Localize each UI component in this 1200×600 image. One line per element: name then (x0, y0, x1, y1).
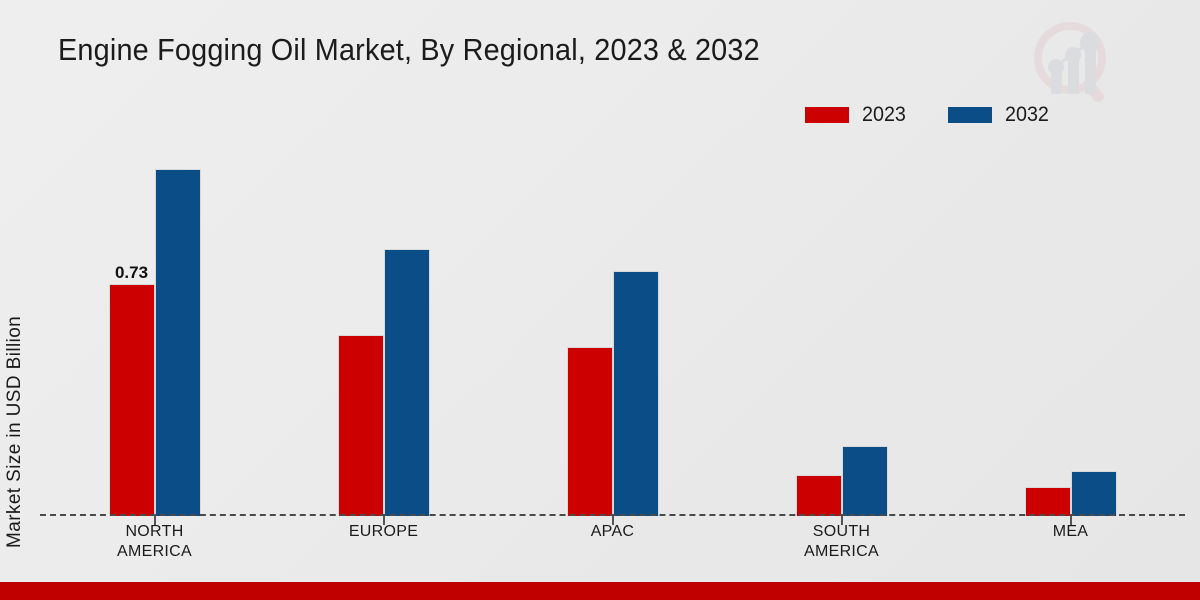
watermark-logo-icon (1022, 16, 1122, 108)
bar-2023-south-america[interactable] (795, 474, 842, 516)
legend-swatch-2032-icon (948, 107, 993, 123)
x-axis-label-apac: APAC (498, 522, 727, 562)
axis-tick-south-america (840, 516, 843, 525)
x-axis-label-north-america-line1: NORTH (125, 523, 184, 540)
x-axis-label-north-america: NORTH AMERICA (40, 522, 269, 562)
bar-value-label-north-america-2023: 0.73 (114, 262, 149, 282)
bar-2023-europe[interactable] (337, 334, 384, 516)
bar-group-north-america: 0.73 (40, 150, 269, 525)
x-axis-label-north-america-line2: AMERICA (117, 543, 192, 560)
bar-2023-mea[interactable] (1024, 487, 1071, 516)
axis-tick-europe (382, 516, 385, 525)
y-axis-title: Market Size in USD Billion (4, 315, 25, 548)
x-axis-label-south-america-line1: SOUTH (812, 523, 871, 540)
axis-tick-apac (611, 516, 614, 525)
bar-2032-europe[interactable] (383, 248, 430, 516)
x-axis-label-mea: MEA (956, 522, 1185, 562)
plot-area: 0.73 (40, 150, 1185, 525)
bar-groups: 0.73 (40, 150, 1185, 525)
footer-accent-bar (0, 582, 1200, 600)
legend-label-2023: 2023 (861, 103, 906, 126)
x-axis-label-europe: EUROPE (269, 522, 498, 562)
bar-group-apac (498, 150, 727, 525)
x-axis-label-europe-line1: EUROPE (348, 523, 419, 540)
bar-2023-north-america[interactable]: 0.73 (108, 263, 155, 516)
bar-2032-north-america[interactable] (154, 169, 201, 516)
legend-label-2032: 2032 (1005, 103, 1050, 126)
bar-2032-south-america[interactable] (841, 445, 888, 516)
chart-legend: 2023 2032 (804, 103, 1052, 127)
x-axis-label-south-america-line2: AMERICA (804, 543, 879, 560)
x-axis-label-mea-line1: MEA (1052, 523, 1089, 540)
bar-2032-mea[interactable] (1070, 471, 1117, 516)
axis-tick-north-america (153, 516, 156, 525)
x-axis-label-south-america: SOUTH AMERICA (727, 522, 956, 562)
bar-2032-apac[interactable] (612, 270, 659, 516)
legend-item-2032[interactable]: 2032 (948, 103, 1052, 127)
bar-group-europe (269, 150, 498, 525)
bar-2023-apac[interactable] (566, 347, 613, 516)
x-axis-label-apac-line1: APAC (590, 523, 635, 540)
legend-item-2023[interactable]: 2023 (804, 103, 909, 127)
axis-tick-mea (1069, 516, 1072, 525)
chart-title: Engine Fogging Oil Market, By Regional, … (58, 32, 760, 67)
bar-group-south-america (727, 150, 956, 525)
bar-group-mea (956, 150, 1185, 525)
x-axis-baseline (40, 514, 1185, 516)
x-axis-labels: NORTH AMERICA EUROPE APAC SOUTH AMERICA … (40, 522, 1185, 562)
legend-swatch-2023-icon (804, 107, 849, 123)
